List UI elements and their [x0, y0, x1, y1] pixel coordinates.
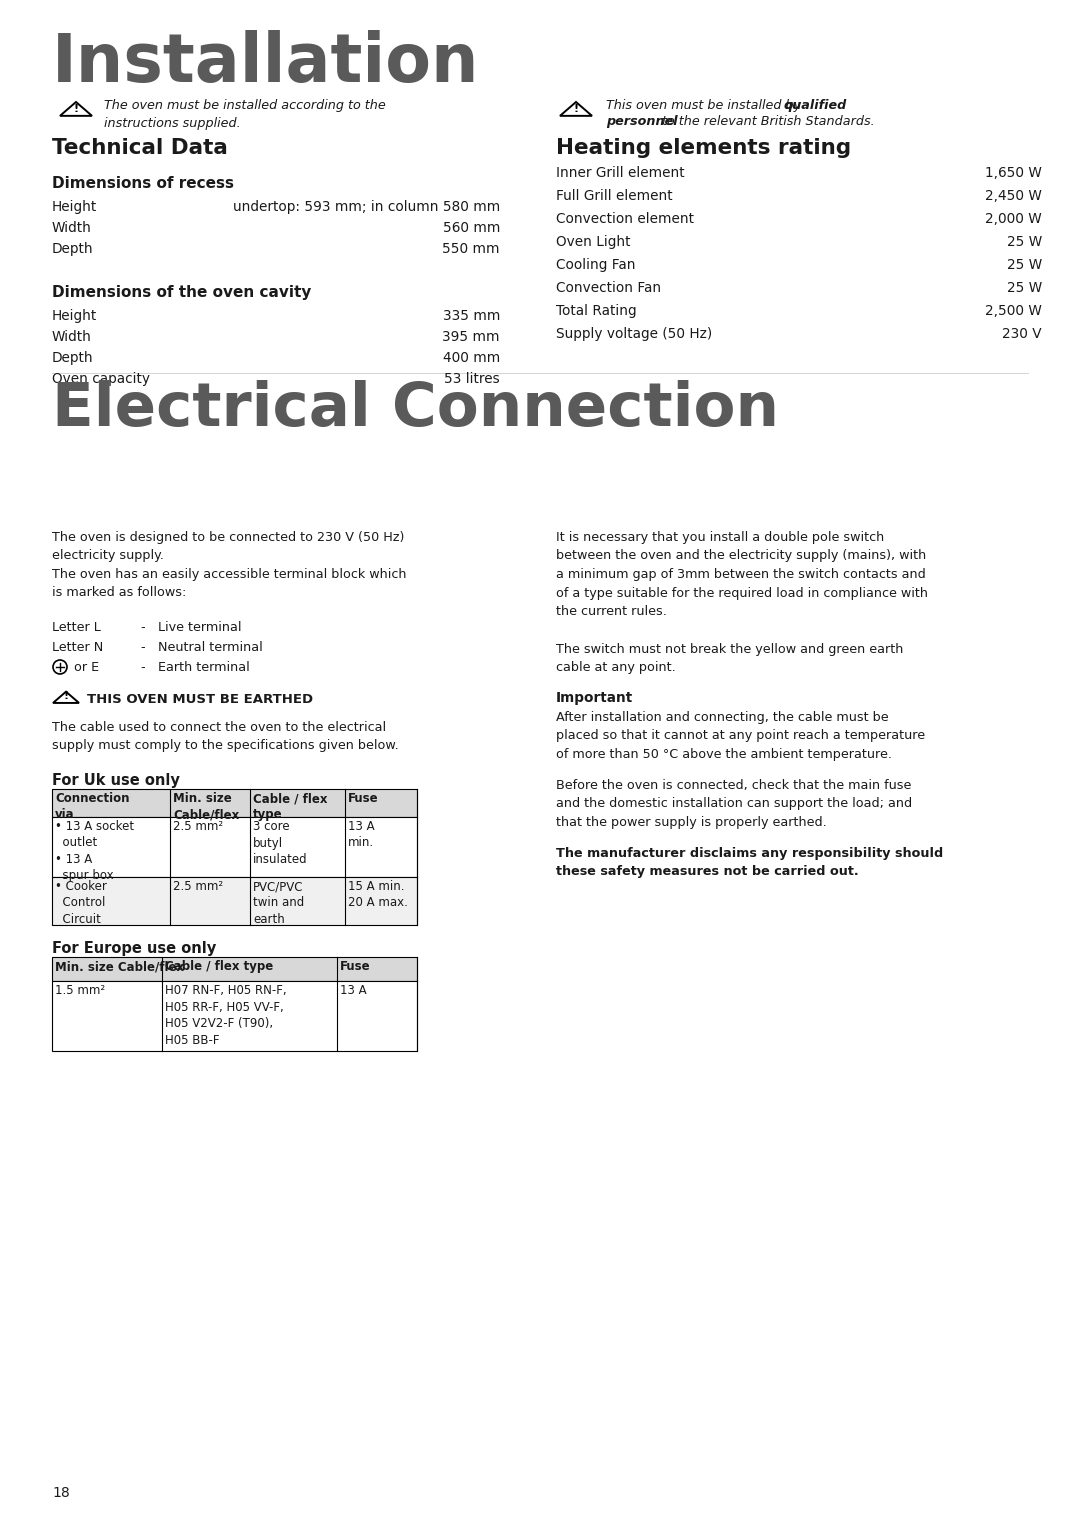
Text: -: - — [140, 662, 145, 674]
Text: Dimensions of the oven cavity: Dimensions of the oven cavity — [52, 286, 311, 299]
Bar — [52, 877, 417, 924]
Text: PVC/PVC
twin and
earth: PVC/PVC twin and earth — [253, 880, 305, 926]
Text: 335 mm: 335 mm — [443, 309, 500, 322]
Text: Electrical Connection: Electrical Connection — [52, 380, 779, 439]
Text: The oven must be installed according to the
instructions supplied.: The oven must be installed according to … — [104, 99, 386, 130]
Text: Oven capacity: Oven capacity — [52, 371, 150, 387]
Text: Height: Height — [52, 200, 97, 214]
Text: 560 mm: 560 mm — [443, 222, 500, 235]
Text: qualified: qualified — [784, 99, 847, 112]
Text: or E: or E — [70, 662, 99, 674]
Text: Earth terminal: Earth terminal — [158, 662, 249, 674]
Text: to the relevant British Standards.: to the relevant British Standards. — [658, 115, 875, 128]
Text: Letter L: Letter L — [52, 620, 100, 634]
Text: !: ! — [73, 104, 79, 115]
Text: After installation and connecting, the cable must be
placed so that it cannot at: After installation and connecting, the c… — [556, 711, 926, 761]
Text: 2.5 mm²: 2.5 mm² — [173, 821, 224, 833]
Text: 2.5 mm²: 2.5 mm² — [173, 880, 224, 892]
Text: 13 A: 13 A — [340, 984, 366, 996]
Text: !: ! — [64, 691, 68, 701]
Text: Heating elements rating: Heating elements rating — [556, 138, 851, 157]
Text: 25 W: 25 W — [1007, 281, 1042, 295]
Text: Dimensions of recess: Dimensions of recess — [52, 176, 234, 191]
Text: 25 W: 25 W — [1007, 258, 1042, 272]
Bar — [52, 788, 417, 817]
Text: Technical Data: Technical Data — [52, 138, 228, 157]
Text: Before the oven is connected, check that the main fuse
and the domestic installa: Before the oven is connected, check that… — [556, 779, 913, 830]
Text: Oven Light: Oven Light — [556, 235, 631, 249]
Text: 2,500 W: 2,500 W — [985, 304, 1042, 318]
Text: Convection Fan: Convection Fan — [556, 281, 661, 295]
Text: This oven must be installed by: This oven must be installed by — [606, 99, 805, 112]
Text: Supply voltage (50 Hz): Supply voltage (50 Hz) — [556, 327, 712, 341]
Text: Depth: Depth — [52, 241, 94, 257]
Text: 18: 18 — [52, 1487, 70, 1500]
Text: Min. size Cable/flex: Min. size Cable/flex — [55, 960, 184, 973]
Text: Cable / flex type: Cable / flex type — [165, 960, 273, 973]
Text: Live terminal: Live terminal — [158, 620, 242, 634]
Text: 2,450 W: 2,450 W — [985, 189, 1042, 203]
Text: • Cooker
  Control
  Circuit: • Cooker Control Circuit — [55, 880, 107, 926]
Text: The oven is designed to be connected to 230 V (50 Hz)
electricity supply.
The ov: The oven is designed to be connected to … — [52, 532, 406, 599]
Text: Neutral terminal: Neutral terminal — [158, 642, 262, 654]
Text: The cable used to connect the oven to the electrical
supply must comply to the s: The cable used to connect the oven to th… — [52, 721, 399, 752]
Bar — [52, 817, 417, 877]
Text: Width: Width — [52, 222, 92, 235]
Text: 400 mm: 400 mm — [443, 351, 500, 365]
Text: Min. size
Cable/flex: Min. size Cable/flex — [173, 792, 240, 821]
Text: • 13 A socket
  outlet
• 13 A
  spur box: • 13 A socket outlet • 13 A spur box — [55, 821, 134, 883]
Text: !: ! — [573, 104, 579, 115]
Text: Depth: Depth — [52, 351, 94, 365]
Text: H07 RN-F, H05 RN-F,
H05 RR-F, H05 VV-F,
H05 V2V2-F (T90),
H05 BB-F: H07 RN-F, H05 RN-F, H05 RR-F, H05 VV-F, … — [165, 984, 286, 1047]
Text: Fuse: Fuse — [348, 792, 379, 805]
Text: Connection
via: Connection via — [55, 792, 130, 821]
Text: Height: Height — [52, 309, 97, 322]
Text: 53 litres: 53 litres — [444, 371, 500, 387]
Text: Letter N: Letter N — [52, 642, 104, 654]
Text: The manufacturer disclaims any responsibility should
these safety measures not b: The manufacturer disclaims any responsib… — [556, 847, 943, 879]
Text: 230 V: 230 V — [1002, 327, 1042, 341]
Text: 3 core
butyl
insulated: 3 core butyl insulated — [253, 821, 308, 866]
Bar — [52, 981, 417, 1051]
Text: 1.5 mm²: 1.5 mm² — [55, 984, 105, 996]
Text: 25 W: 25 W — [1007, 235, 1042, 249]
Text: Cooling Fan: Cooling Fan — [556, 258, 635, 272]
Text: -: - — [140, 642, 145, 654]
Text: undertop: 593 mm; in column 580 mm: undertop: 593 mm; in column 580 mm — [233, 200, 500, 214]
Text: 395 mm: 395 mm — [443, 330, 500, 344]
Bar — [52, 957, 417, 981]
Text: 15 A min.
20 A max.: 15 A min. 20 A max. — [348, 880, 408, 909]
Text: 550 mm: 550 mm — [443, 241, 500, 257]
Text: Full Grill element: Full Grill element — [556, 189, 673, 203]
Text: It is necessary that you install a double pole switch
between the oven and the e: It is necessary that you install a doubl… — [556, 532, 928, 617]
Text: Important: Important — [556, 691, 633, 704]
Text: For Uk use only: For Uk use only — [52, 773, 180, 788]
Text: The switch must not break the yellow and green earth
cable at any point.: The switch must not break the yellow and… — [556, 643, 903, 674]
Text: Convection element: Convection element — [556, 212, 694, 226]
Text: Total Rating: Total Rating — [556, 304, 636, 318]
Text: Fuse: Fuse — [340, 960, 370, 973]
Text: Cable / flex
type: Cable / flex type — [253, 792, 327, 821]
Text: 13 A
min.: 13 A min. — [348, 821, 375, 850]
Text: personnel: personnel — [606, 115, 677, 128]
Text: THIS OVEN MUST BE EARTHED: THIS OVEN MUST BE EARTHED — [87, 694, 313, 706]
Text: Inner Grill element: Inner Grill element — [556, 167, 685, 180]
Text: Width: Width — [52, 330, 92, 344]
Text: 2,000 W: 2,000 W — [985, 212, 1042, 226]
Text: For Europe use only: For Europe use only — [52, 941, 216, 957]
Text: 1,650 W: 1,650 W — [985, 167, 1042, 180]
Text: Installation: Installation — [52, 31, 480, 96]
Text: -: - — [140, 620, 145, 634]
